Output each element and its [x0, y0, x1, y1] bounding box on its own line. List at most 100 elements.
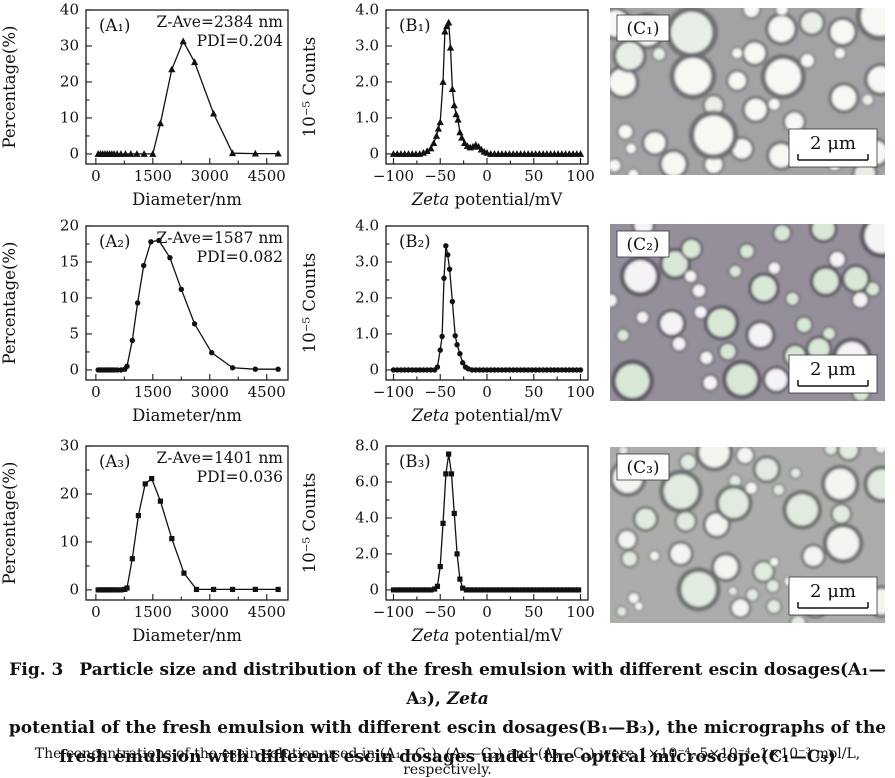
particle-size-chart-a1: 0 1500 3000 4500 0 10 20 30 40 Diameter/nm Percent… — [0, 2, 289, 209]
micrograph-image-c1: (C₁) 2 μm — [610, 8, 885, 175]
chart-panel-a3: 0 1500 3000 4500 0 10 20 30 Diameter/nm Percentag… — [0, 438, 300, 646]
y-tick-label: 5 — [69, 324, 79, 342]
scale-bar-line — [797, 602, 869, 609]
annotation-text: PDI=0.082 — [197, 248, 283, 266]
x-tick-label: 4500 — [248, 603, 286, 621]
caption-italic-word: Zeta — [446, 689, 489, 709]
x-tick-label: 3000 — [191, 603, 229, 621]
x-tick-label: 50 — [524, 603, 543, 621]
plot-box — [85, 9, 289, 165]
caption-line-1: Fig. 3 Particle size and distribution of … — [0, 656, 895, 714]
y-tick-label: 0 — [69, 580, 79, 598]
y-tick-label: 2.0 — [355, 288, 379, 306]
panel-label: (A₁) — [99, 16, 130, 35]
annotation-text: Z-Ave=2384 nm — [156, 13, 283, 31]
axes: −100 −50 0 50 100 0 1.0 2.0 3.0 4.0 — [355, 2, 595, 185]
annotation-text: Z-Ave=1401 nm — [156, 449, 283, 467]
zeta-potential-chart-b3: −100 −50 0 50 100 0 2.0 4.0 6.0 8.0 Zeta potential… — [300, 438, 595, 645]
x-tick-label: −100 — [373, 383, 414, 401]
x-tick-label: −50 — [424, 603, 456, 621]
chart-panel-b1: −100 −50 0 50 100 0 1.0 2.0 3.0 4.0 Zeta potential… — [300, 2, 600, 210]
zeta-potential-chart-b1: −100 −50 0 50 100 0 1.0 2.0 3.0 4.0 Zeta potential… — [300, 2, 595, 209]
y-axis-label: 10⁻⁵ Counts — [300, 37, 319, 137]
y-tick-label: 4.0 — [355, 218, 379, 235]
x-tick-label: 0 — [482, 603, 492, 621]
caption-line-3: fresh emulsion with different escin dosa… — [0, 743, 895, 772]
y-axis-label: 10⁻⁵ Counts — [300, 253, 319, 353]
particle-size-chart-a3: 0 1500 3000 4500 0 10 20 30 Diameter/nm Percentag… — [0, 438, 289, 645]
x-tick-label: 4500 — [248, 383, 286, 401]
x-axis-label: Diameter/nm — [132, 626, 242, 645]
panel-label: (A₃) — [99, 452, 130, 471]
scale-bar-label: 2 μm — [810, 133, 856, 154]
scale-bar-label: 2 μm — [810, 581, 856, 602]
x-axis-label: Zeta potential/mV — [411, 190, 564, 209]
x-tick-label: 50 — [524, 383, 543, 401]
series-markers — [390, 451, 582, 593]
chart-panel-b2: −100 −50 0 50 100 0 1.0 2.0 3.0 4.0 Zeta potential… — [300, 218, 600, 426]
x-tick-label: 0 — [482, 167, 492, 185]
y-tick-label: 8.0 — [355, 438, 379, 455]
x-axis-label: Diameter/nm — [132, 406, 242, 425]
series-line — [98, 477, 279, 591]
panel-label: (B₂) — [399, 232, 431, 251]
x-tick-label: 1500 — [134, 603, 172, 621]
micrograph-image-c2: (C₂) 2 μm — [610, 224, 885, 401]
series-markers — [389, 18, 585, 157]
x-tick-label: 50 — [524, 167, 543, 185]
series-line — [393, 245, 581, 371]
series-line — [393, 20, 581, 155]
panel-label-box — [616, 230, 670, 258]
caption-text: Particle size and distribution of the fr… — [79, 660, 885, 709]
panel-label: (C₃) — [626, 458, 659, 478]
y-tick-label: 4.0 — [355, 508, 379, 526]
y-axis-label: Percentage(%) — [0, 242, 19, 365]
y-tick-label: 20 — [60, 72, 79, 90]
x-tick-label: 3000 — [191, 383, 229, 401]
y-tick-label: 1.0 — [355, 324, 379, 342]
x-tick-label: 100 — [566, 167, 595, 185]
x-axis-label: Zeta potential/mV — [411, 406, 564, 425]
annotation-text: Z-Ave=1587 nm — [156, 229, 283, 247]
axes: −100 −50 0 50 100 0 2.0 4.0 6.0 8.0 — [355, 438, 595, 621]
annotation-text: PDI=0.204 — [197, 32, 283, 50]
y-tick-label: 1.0 — [355, 108, 379, 126]
y-tick-label: 4.0 — [355, 2, 379, 19]
figure-number-label: Fig. 3 — [9, 660, 64, 680]
micrograph-droplets — [610, 224, 885, 401]
panel-label-box — [616, 14, 670, 42]
caption-line-2: potential of the fresh emulsion with dif… — [0, 714, 895, 743]
x-tick-label: 0 — [91, 383, 101, 401]
y-tick-label: 2.0 — [355, 72, 379, 90]
axes: 0 1500 3000 4500 0 10 20 30 — [60, 438, 286, 621]
y-tick-label: 3.0 — [355, 36, 379, 54]
x-tick-label: 0 — [91, 167, 101, 185]
y-axis-label: Percentage(%) — [0, 462, 19, 585]
y-axis-label: 10⁻⁵ Counts — [300, 473, 319, 573]
series-markers — [390, 243, 584, 373]
caption-text: potential of the fresh emulsion with dif… — [8, 718, 887, 738]
panel-label: (B₁) — [399, 16, 431, 35]
x-tick-label: 1500 — [134, 167, 172, 185]
chart-panel-a1: 0 1500 3000 4500 0 10 20 30 40 Diameter/nm Percent… — [0, 2, 300, 210]
micrograph-panel-c2: (C₂) 2 μm — [610, 224, 885, 401]
x-tick-label: 0 — [91, 603, 101, 621]
y-tick-label: 20 — [60, 484, 79, 502]
y-tick-label: 30 — [60, 438, 79, 455]
panel-label: (B₃) — [399, 452, 431, 471]
y-tick-label: 10 — [60, 108, 79, 126]
y-tick-label: 0 — [69, 144, 79, 162]
figure-caption: Fig. 3 Particle size and distribution of … — [0, 656, 895, 772]
series-line — [98, 39, 279, 155]
x-tick-label: −100 — [373, 603, 414, 621]
x-tick-label: 3000 — [191, 167, 229, 185]
y-tick-label: 10 — [60, 288, 79, 306]
y-tick-label: 40 — [60, 2, 79, 19]
zeta-potential-chart-b2: −100 −50 0 50 100 0 1.0 2.0 3.0 4.0 Zeta potential… — [300, 218, 595, 425]
y-tick-label: 3.0 — [355, 252, 379, 270]
y-tick-label: 0 — [369, 144, 379, 162]
caption-footnote: The concentrations of the escin solution… — [34, 746, 861, 778]
y-tick-label: 0 — [369, 580, 379, 598]
y-tick-label: 6.0 — [355, 472, 379, 490]
scale-bar-line — [797, 380, 869, 387]
